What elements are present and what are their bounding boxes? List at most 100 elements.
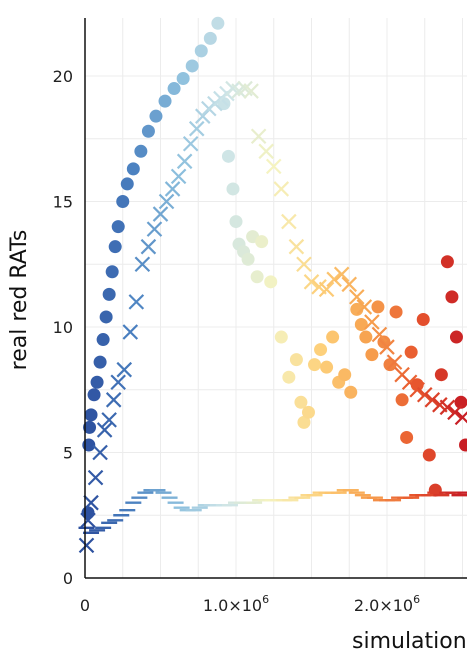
data-point — [349, 289, 365, 305]
data-point — [459, 438, 467, 452]
data-point — [96, 333, 110, 347]
data-point — [221, 149, 235, 163]
data-point — [273, 181, 290, 197]
data-point — [326, 330, 340, 344]
data-point — [152, 206, 169, 222]
data-point — [158, 193, 175, 210]
data-point — [126, 162, 140, 176]
data-point — [301, 405, 315, 419]
y-tick-label: 20 — [53, 67, 73, 86]
data-point — [83, 494, 99, 511]
data-point — [400, 430, 414, 444]
y-tick-label: 10 — [53, 318, 73, 337]
data-point — [383, 358, 397, 372]
data-point — [250, 128, 267, 145]
x-tick-label: 0 — [80, 596, 90, 615]
y-tick-label: 5 — [63, 444, 73, 463]
data-point — [404, 345, 418, 359]
data-point — [281, 213, 297, 230]
data-point — [365, 348, 379, 362]
data-point — [341, 276, 358, 293]
data-point — [395, 393, 409, 407]
data-point — [170, 168, 187, 185]
data-point — [92, 444, 108, 461]
x-axis-label: simulation — [352, 629, 467, 654]
data-point — [120, 177, 134, 191]
data-point — [409, 381, 425, 398]
data-point — [354, 317, 368, 331]
data-point — [454, 395, 467, 409]
data-point — [188, 120, 205, 137]
data-point — [122, 324, 139, 340]
series-hline — [78, 488, 467, 535]
data-point — [265, 158, 282, 175]
data-point — [146, 221, 163, 237]
data-point — [379, 339, 395, 355]
data-point — [289, 353, 303, 367]
data-point — [164, 181, 181, 197]
y-axis-label: real red RATs — [7, 230, 32, 371]
x-tick-labels: 0 1.0×106 2.0×106 — [80, 593, 420, 615]
y-tick-label: 0 — [63, 569, 73, 588]
data-point — [389, 305, 403, 319]
data-point — [243, 83, 259, 99]
data-point — [80, 512, 96, 529]
data-point — [176, 72, 190, 86]
y-tick-labels: 0 5 10 15 20 — [53, 67, 73, 588]
data-point — [105, 392, 122, 408]
series-circle — [81, 16, 467, 520]
data-point — [424, 392, 441, 408]
data-point — [111, 220, 125, 234]
data-point — [149, 109, 163, 123]
data-point — [101, 412, 117, 428]
data-point — [90, 375, 104, 389]
data-point — [140, 238, 157, 255]
data-point — [134, 256, 151, 273]
data-point — [96, 422, 113, 438]
data-point — [110, 374, 126, 390]
data-point — [371, 300, 385, 314]
data-point — [87, 469, 104, 486]
data-point — [116, 361, 133, 378]
series-x — [78, 80, 467, 554]
data-point — [344, 385, 358, 399]
data-point — [282, 370, 296, 384]
data-point — [93, 355, 107, 369]
x-tick-label: 2.0×106 — [354, 593, 420, 615]
x-tick-label: 1.0×106 — [203, 593, 269, 615]
data-point — [445, 290, 459, 304]
data-point — [320, 360, 334, 374]
data-point — [264, 275, 278, 289]
data-point — [81, 506, 95, 520]
data-point — [308, 358, 322, 372]
data-point — [226, 182, 240, 196]
data-point — [371, 326, 388, 343]
data-point — [416, 312, 430, 326]
data-point — [241, 252, 255, 266]
data-point — [211, 16, 225, 30]
data-point — [454, 409, 467, 426]
data-point — [258, 143, 274, 160]
data-point — [158, 94, 172, 108]
data-point — [326, 271, 342, 288]
data-point — [102, 287, 116, 301]
data-point — [250, 270, 264, 284]
data-point — [105, 265, 119, 279]
data-point — [83, 420, 97, 434]
data-point — [422, 448, 436, 462]
data-point — [294, 395, 308, 409]
data-point — [359, 330, 373, 344]
data-point — [314, 343, 328, 357]
data-point — [434, 368, 448, 382]
data-point — [229, 215, 243, 229]
data-point — [364, 314, 380, 330]
data-point — [128, 294, 145, 310]
data-point — [416, 386, 433, 403]
data-point — [141, 124, 155, 138]
data-point — [255, 235, 269, 249]
data-point — [338, 368, 352, 382]
data-point — [303, 274, 320, 290]
data-point — [194, 44, 208, 58]
data-point — [296, 256, 312, 273]
